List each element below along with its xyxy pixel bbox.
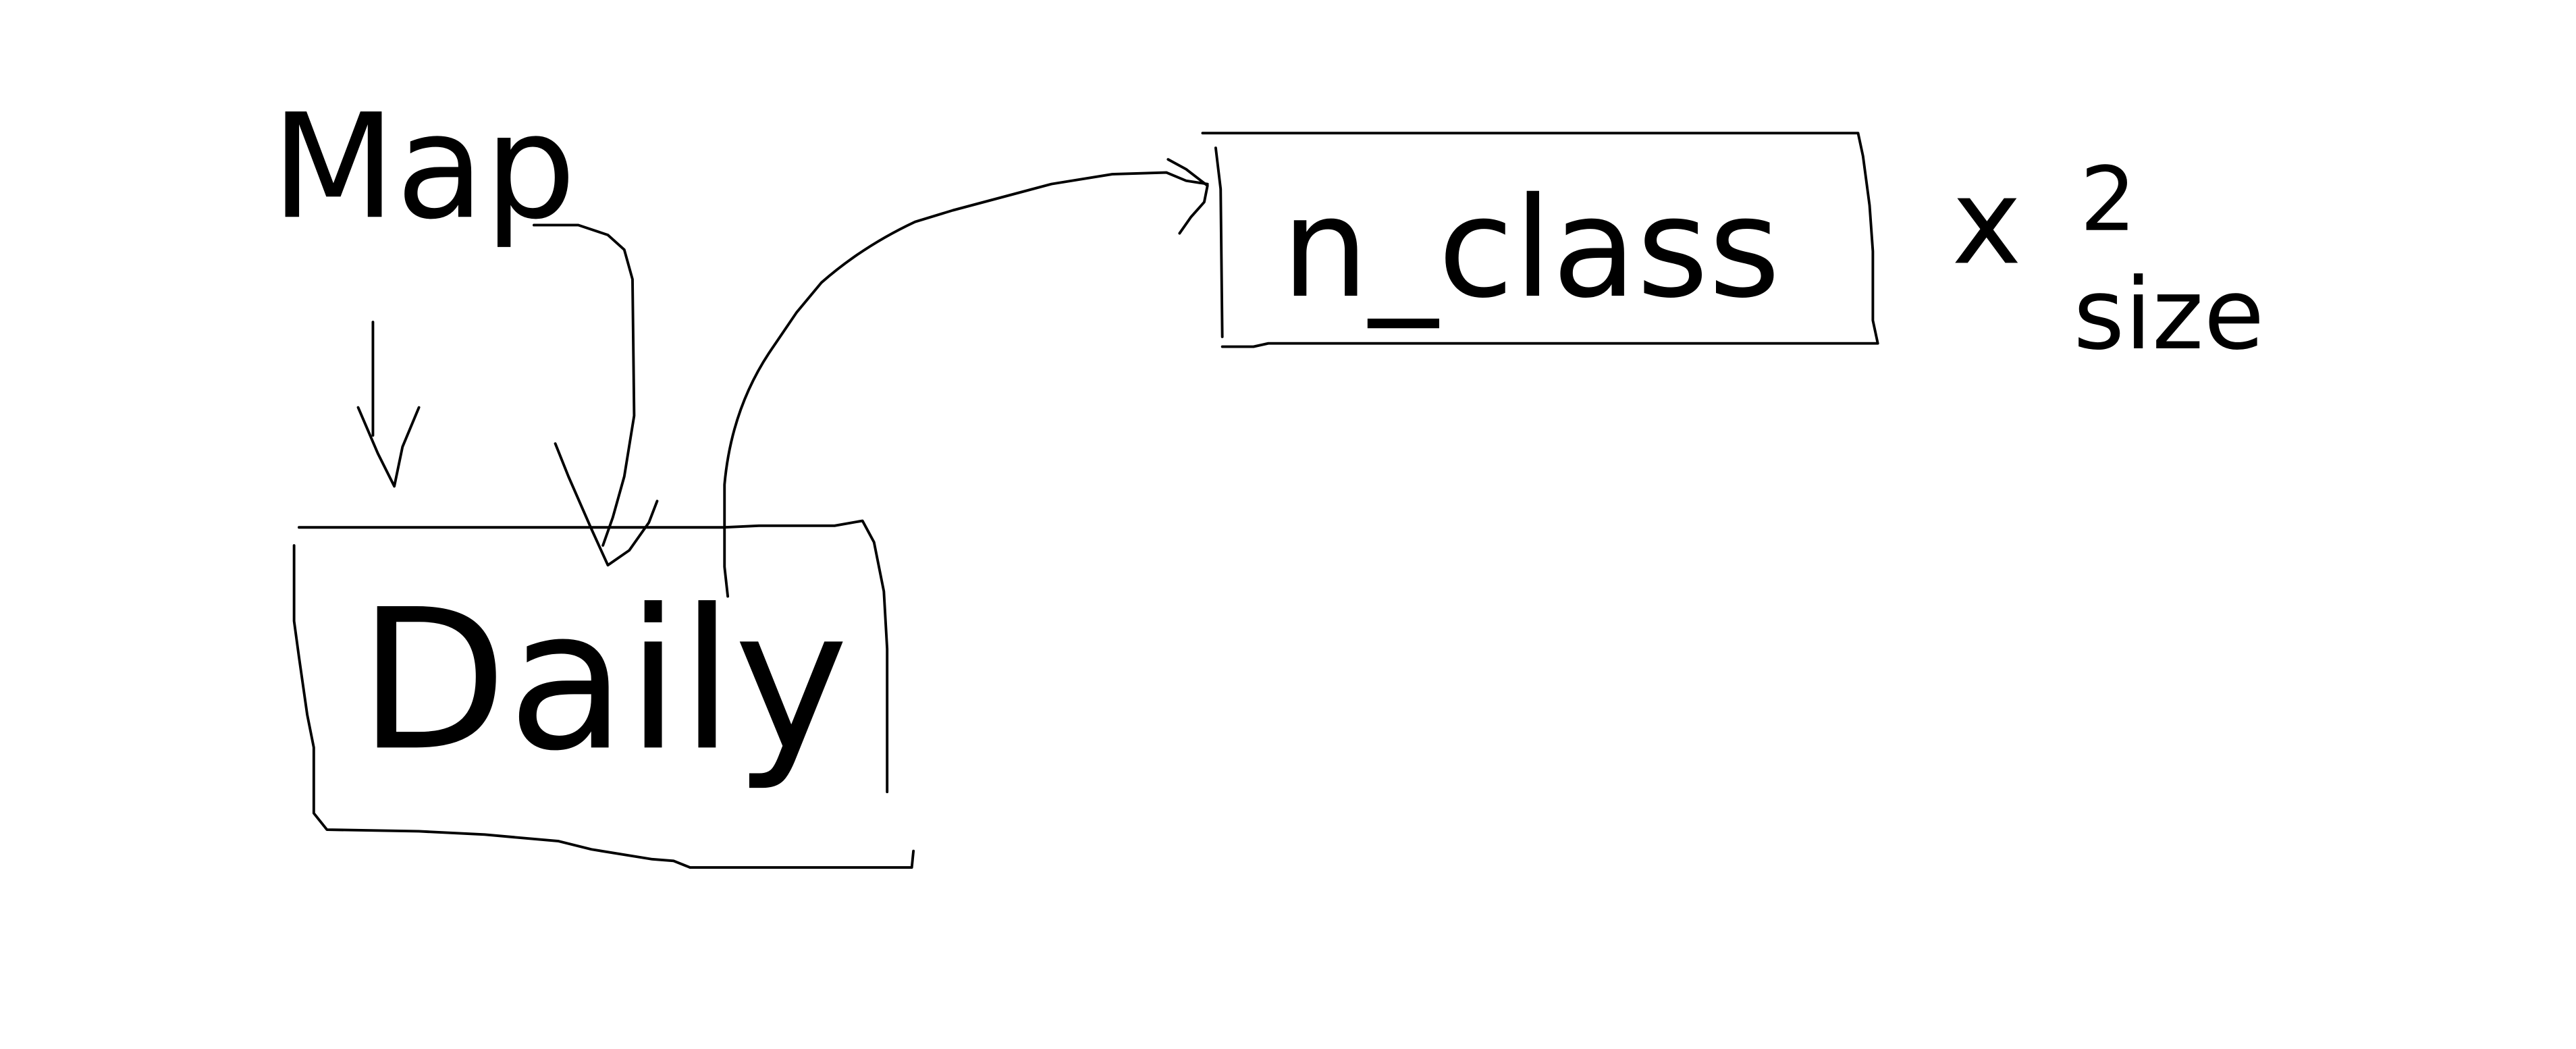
node-label: Map <box>271 82 576 251</box>
arrow-head <box>1166 158 1209 235</box>
node-label: n_class <box>1281 168 1780 329</box>
node-box <box>292 519 915 869</box>
node-box <box>1201 132 1879 348</box>
arrow-head <box>356 406 421 488</box>
node-label: Daily <box>358 567 849 793</box>
arrow-head <box>554 442 659 567</box>
annotation: x <box>1952 153 2022 291</box>
annotation: 2 <box>2080 148 2137 251</box>
arrow <box>532 223 636 547</box>
arrow <box>723 171 1209 598</box>
annotation: size <box>2073 257 2264 372</box>
